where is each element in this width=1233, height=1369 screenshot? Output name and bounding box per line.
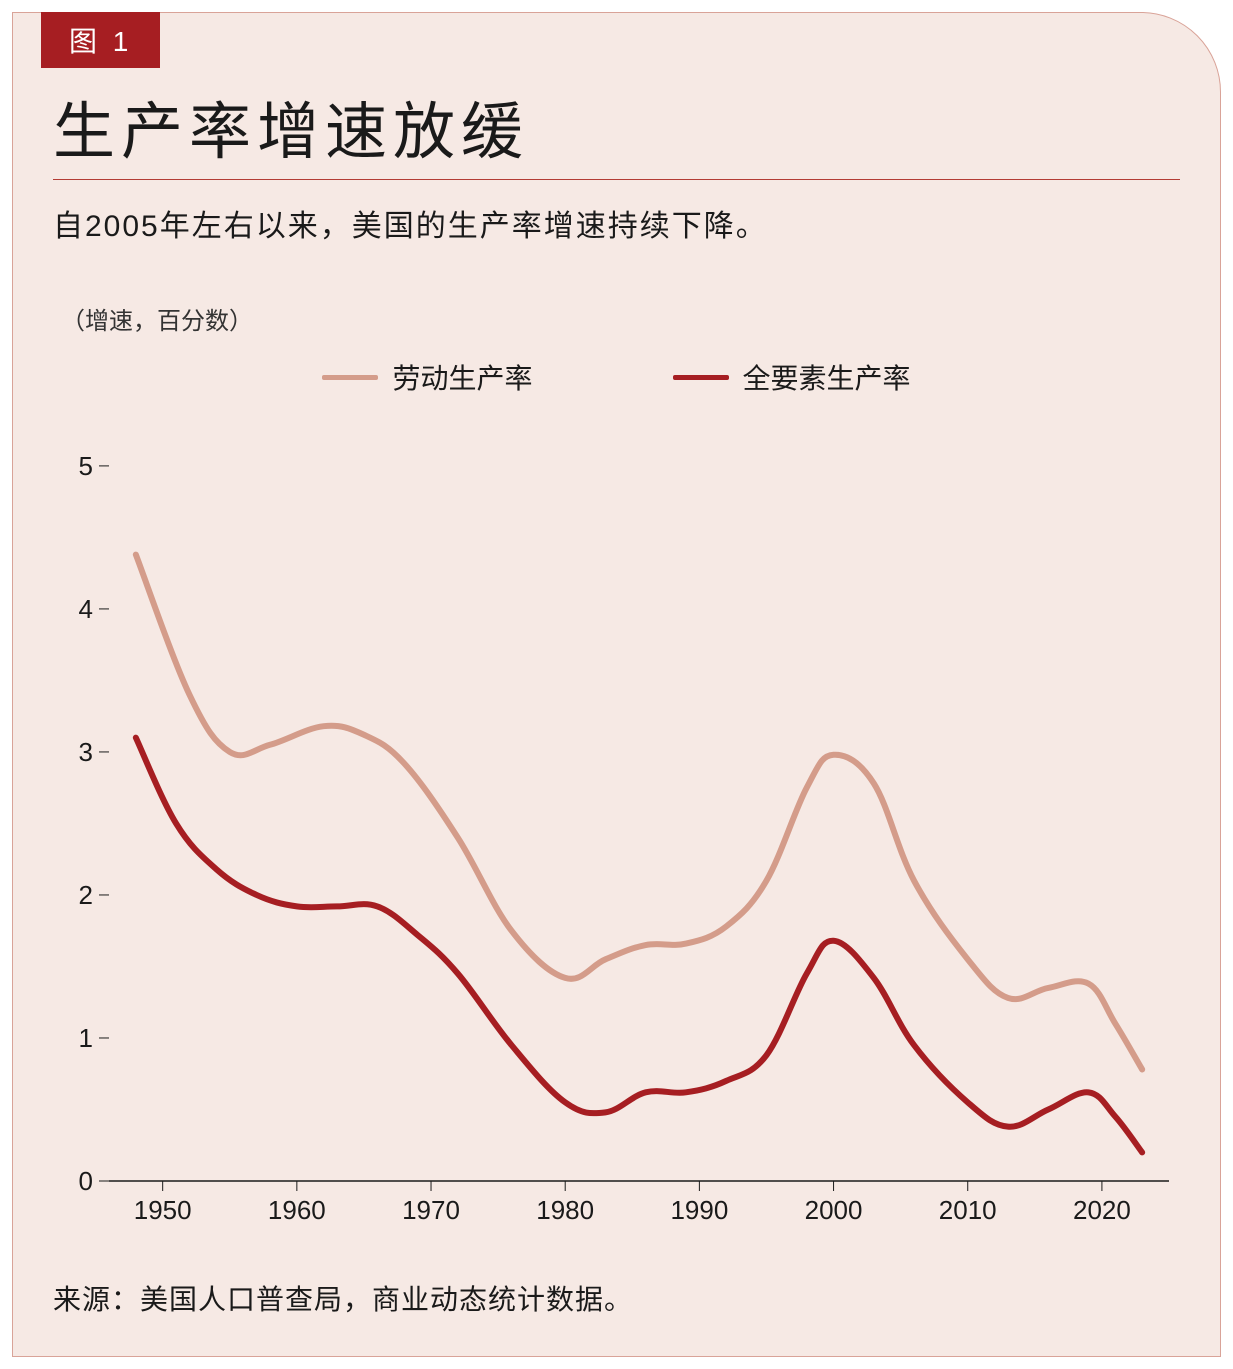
svg-text:1950: 1950 xyxy=(134,1195,192,1225)
svg-text:2020: 2020 xyxy=(1073,1195,1131,1225)
chart-subtitle: 自2005年左右以来，美国的生产率增速持续下降。 xyxy=(53,201,768,245)
svg-text:2: 2 xyxy=(79,880,93,910)
source-line: 来源：美国人口普查局，商业动态统计数据。 xyxy=(53,1278,633,1318)
svg-text:2010: 2010 xyxy=(939,1195,997,1225)
svg-text:1: 1 xyxy=(79,1023,93,1053)
legend-item-labor: 劳动生产率 xyxy=(322,357,532,397)
svg-text:5: 5 xyxy=(79,451,93,481)
svg-text:1970: 1970 xyxy=(402,1195,460,1225)
series-line-labor xyxy=(136,555,1142,1070)
legend-swatch-tfp xyxy=(673,375,729,380)
svg-text:1960: 1960 xyxy=(268,1195,326,1225)
y-axis-unit-label: （增速，百分数） xyxy=(61,301,253,336)
legend-swatch-labor xyxy=(322,375,378,380)
legend: 劳动生产率 全要素生产率 xyxy=(13,357,1220,397)
svg-text:3: 3 xyxy=(79,737,93,767)
legend-label-labor: 劳动生产率 xyxy=(392,357,532,397)
title-rule xyxy=(53,179,1180,180)
legend-item-tfp: 全要素生产率 xyxy=(673,357,911,397)
line-chart-svg: 0 1 2 3 4 5 1950 1960 1970 1980 1990 2000 2010 2020 xyxy=(51,411,1181,1241)
chart-area: 0 1 2 3 4 5 1950 1960 1970 1980 1990 2000 2010 2020 xyxy=(51,411,1181,1241)
svg-text:0: 0 xyxy=(79,1166,93,1196)
svg-text:4: 4 xyxy=(79,594,93,624)
svg-text:1990: 1990 xyxy=(670,1195,728,1225)
figure-card: 图 1 生产率增速放缓 自2005年左右以来，美国的生产率增速持续下降。 （增速… xyxy=(12,12,1221,1357)
figure-tag: 图 1 xyxy=(41,12,160,68)
chart-title: 生产率增速放缓 xyxy=(53,81,529,171)
svg-text:2000: 2000 xyxy=(805,1195,863,1225)
svg-text:1980: 1980 xyxy=(536,1195,594,1225)
legend-label-tfp: 全要素生产率 xyxy=(743,357,911,397)
